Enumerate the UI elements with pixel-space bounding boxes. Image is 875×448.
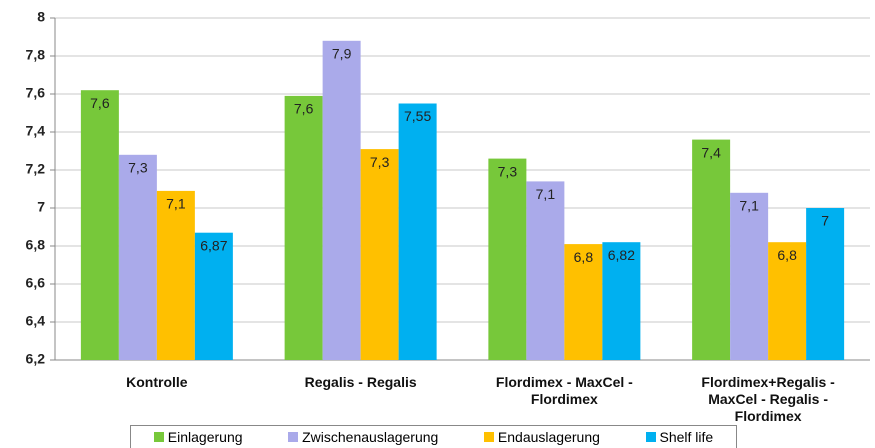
- legend-item: Shelf life: [645, 429, 714, 445]
- data-label: 7,6: [294, 101, 314, 117]
- bar: [564, 244, 603, 360]
- x-tick-label: Regalis - Regalis: [304, 374, 417, 390]
- y-tick-label: 6,4: [26, 313, 46, 329]
- legend-item: Zwischenauslagerung: [288, 429, 438, 445]
- bar: [156, 190, 195, 360]
- y-tick-label: 6,2: [26, 351, 46, 367]
- y-tick-label: 6,8: [26, 237, 46, 253]
- data-label: 7,3: [370, 154, 390, 170]
- legend-item: Endauslagerung: [483, 429, 600, 445]
- data-label: 7,3: [498, 163, 518, 179]
- bar: [80, 90, 119, 360]
- y-tick-label: 7,6: [26, 85, 46, 101]
- bar: [730, 192, 769, 360]
- legend-swatch: [645, 432, 656, 442]
- bar: [692, 139, 731, 360]
- bar: [194, 232, 233, 360]
- legend-swatch: [153, 432, 164, 442]
- data-label: 7,1: [166, 196, 186, 212]
- legend-swatch: [483, 432, 494, 442]
- data-label: 7,3: [128, 160, 148, 176]
- y-tick-label: 8: [37, 9, 45, 25]
- data-label: 7,4: [701, 144, 721, 160]
- legend-label: Shelf life: [659, 429, 714, 445]
- bar: [602, 242, 641, 360]
- bar: [768, 242, 807, 360]
- y-tick-label: 6,6: [26, 275, 46, 291]
- bar: [284, 95, 323, 361]
- y-tick-label: 7,8: [26, 47, 46, 63]
- bar: [488, 158, 527, 360]
- legend-label: Zwischenauslagerung: [302, 429, 439, 445]
- x-tick-label: Kontrolle: [126, 374, 188, 390]
- bar: [360, 149, 399, 360]
- data-label: 6,82: [608, 247, 635, 263]
- data-label: 7: [821, 213, 829, 229]
- legend: Einlagerung Zwischenauslagerung Endauslage…: [130, 425, 737, 448]
- x-tick-label: Flordimex+Regalis - MaxCel - Regalis - F…: [701, 374, 835, 424]
- data-label: 7,1: [739, 198, 759, 214]
- data-label: 7,9: [332, 46, 352, 62]
- y-tick-label: 7,4: [26, 123, 46, 139]
- legend-label: Endauslagerung: [497, 429, 600, 445]
- bar: [526, 181, 565, 360]
- bar: [118, 154, 157, 360]
- bar: [322, 40, 361, 361]
- y-tick-label: 7: [37, 199, 45, 215]
- legend-swatch: [288, 432, 299, 442]
- x-tick-label: Flordimex - MaxCel - Flordimex: [495, 374, 633, 407]
- data-label: 6,8: [574, 249, 594, 265]
- bar: [806, 208, 845, 360]
- data-label: 6,8: [777, 247, 797, 263]
- data-label: 7,1: [536, 186, 556, 202]
- legend-label: Einlagerung: [167, 429, 243, 445]
- y-tick-label: 7,2: [26, 161, 46, 177]
- legend-item: Einlagerung: [153, 429, 243, 445]
- data-label: 6,87: [200, 237, 227, 253]
- bar: [398, 103, 437, 360]
- data-label: 7,55: [404, 108, 431, 124]
- data-label: 7,6: [90, 95, 110, 111]
